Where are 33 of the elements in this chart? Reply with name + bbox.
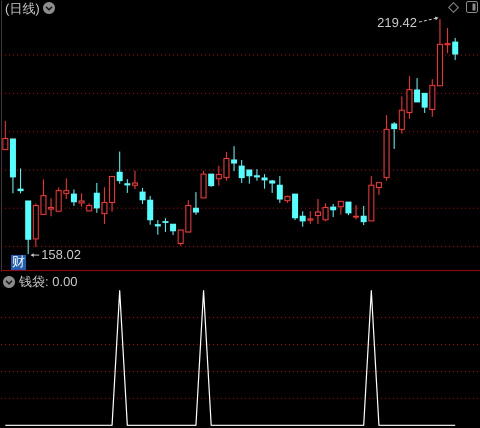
text: 158.02	[41, 247, 81, 262]
candlestick	[63, 178, 70, 200]
candlestick	[338, 200, 344, 216]
candlestick	[307, 210, 314, 224]
candlestick	[276, 176, 283, 204]
chart-title: 钱袋: 0.00	[18, 274, 78, 289]
candlestick	[330, 204, 336, 218]
candlestick	[124, 178, 130, 194]
candlestick	[231, 146, 238, 172]
candlestick	[18, 168, 24, 194]
candlestick	[162, 218, 168, 232]
candlestick	[170, 224, 176, 236]
candlestick	[94, 182, 100, 214]
candlestick	[360, 205, 367, 226]
candlestick	[78, 192, 85, 208]
text: 219.42	[377, 15, 417, 30]
candlestick	[208, 174, 214, 188]
candlestick	[262, 174, 268, 190]
chart-title: (日线)	[5, 1, 40, 16]
candlestick	[345, 202, 352, 216]
candlestick	[200, 170, 207, 198]
candlestick	[353, 204, 360, 220]
candlestick	[452, 37, 458, 61]
candlestick	[154, 220, 161, 236]
candlestick	[269, 179, 276, 194]
candlestick	[192, 192, 199, 216]
candlestick	[391, 122, 398, 150]
candlestick	[178, 230, 184, 246]
label-badge: 财	[11, 255, 26, 270]
candlestick	[70, 188, 77, 206]
candlestick	[238, 159, 245, 184]
candlestick	[132, 170, 138, 190]
candlestick	[116, 151, 123, 184]
